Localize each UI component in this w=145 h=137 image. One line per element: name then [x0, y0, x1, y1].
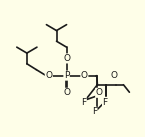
Text: O: O	[96, 88, 103, 97]
Text: F: F	[92, 107, 97, 116]
Text: O: O	[63, 54, 70, 63]
Text: O: O	[81, 71, 88, 80]
Text: O: O	[63, 88, 70, 97]
Text: O: O	[110, 71, 117, 80]
Text: O: O	[45, 71, 52, 80]
Text: F: F	[81, 98, 86, 107]
Text: P: P	[64, 71, 69, 80]
Text: F: F	[103, 98, 108, 107]
